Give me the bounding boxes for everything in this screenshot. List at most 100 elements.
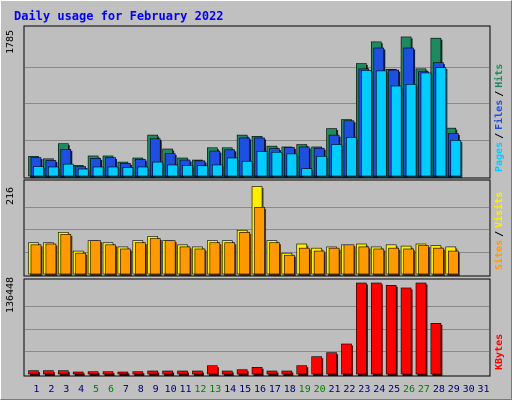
top_panel-bar-pages [361, 70, 372, 177]
middle_panel-bar-sites [149, 238, 161, 275]
middle_panel-axis-label-part: / [494, 231, 505, 237]
bottom_panel-bar-shadow [89, 373, 100, 376]
top_panel-bar-pages [316, 156, 327, 177]
middle_panel-bar-sites [90, 240, 101, 275]
bottom_panel-bar-kbytes [207, 365, 218, 375]
bottom_panel-bar-kbytes [326, 352, 337, 375]
bottom_panel-bar-kbytes [117, 371, 129, 375]
bottom_panel-bar-kbytes [236, 369, 248, 375]
middle_panel-bar-sites [358, 246, 370, 275]
bottom_panel-bar-shadow [104, 373, 115, 376]
top_panel-bar-pages [346, 137, 357, 177]
middle_panel-bar-sites [75, 252, 87, 275]
top_panel-bar-pages [197, 165, 208, 177]
top_panel-bar-pages [152, 161, 164, 177]
bottom_panel-bar-kbytes [251, 367, 263, 375]
top_panel-bar-pages [137, 166, 149, 177]
top_panel-bar-pages [182, 165, 193, 177]
top_panel-bar-pages [405, 84, 417, 177]
x-axis-day-label: 13 [209, 384, 221, 395]
middle_panel-bar-sites [30, 244, 42, 275]
middle_panel-bar-sites [224, 242, 236, 275]
middle_panel-bar-sites [313, 250, 325, 275]
middle_panel-bar-sites [447, 250, 459, 275]
middle_panel-bar-sites [45, 243, 57, 275]
middle_panel-bar-sites [135, 242, 146, 275]
middle_panel-bar-sites [388, 247, 399, 275]
top_panel-bar-pages [241, 160, 253, 177]
bottom_panel-bar-kbytes [192, 370, 203, 375]
middle_panel-bar-sites [179, 246, 191, 275]
x-axis-day-label: 22 [343, 384, 355, 395]
bottom_panel-bar-shadow [119, 373, 130, 376]
top_panel-bar-pages [63, 163, 74, 177]
x-axis-day-label: 28 [433, 384, 445, 395]
bottom_panel-bar-kbytes [430, 323, 442, 375]
middle_panel-bar-sites [60, 234, 72, 275]
middle_panel-bar-sites [328, 247, 340, 275]
bottom_panel-bar-kbytes [72, 371, 84, 375]
x-axis-day-label: 25 [388, 384, 400, 395]
top_panel-bar-pages [450, 140, 462, 177]
top_panel-bar-pages [286, 153, 298, 177]
x-axis-day-label: 12 [194, 384, 206, 395]
top_panel-bar-pages [226, 157, 238, 177]
x-axis-day-label: 9 [153, 384, 159, 395]
bottom_panel-bar-kbytes [177, 370, 188, 375]
middle_panel-bar-sites [433, 247, 444, 275]
x-axis-day-label: 6 [108, 384, 114, 395]
bottom_panel-bar-kbytes [370, 282, 382, 375]
x-axis-day-label: 16 [254, 384, 266, 395]
x-axis-day-label: 20 [314, 384, 326, 395]
top_panel-bar-pages [375, 70, 387, 177]
bottom_panel-bar-kbytes [162, 370, 173, 375]
x-axis-day-label: 3 [63, 384, 69, 395]
top_panel-bar-pages [33, 166, 44, 177]
bottom_panel-bar-kbytes [147, 370, 159, 375]
x-axis-day-label: 31 [478, 384, 490, 395]
middle_panel-axis-label-part: Sites [493, 240, 505, 270]
x-axis-day-label: 4 [78, 384, 84, 395]
x-axis-day-label: 17 [269, 384, 281, 395]
bottom_panel-bar-kbytes [311, 356, 322, 375]
middle_panel-bar-sites [343, 244, 355, 275]
bottom_panel-bar-kbytes [87, 371, 99, 375]
x-axis-day-label: 14 [224, 384, 236, 395]
middle_panel-bar-sites [209, 242, 221, 275]
x-axis-day-label: 29 [448, 384, 460, 395]
bottom_panel-bar-kbytes [415, 282, 427, 375]
middle_panel-bar-sites [254, 207, 265, 275]
x-axis-day-label: 27 [418, 384, 430, 395]
bottom_panel-bar-kbytes [296, 365, 308, 375]
x-axis-day-label: 19 [299, 384, 311, 395]
bottom_panel-bar-kbytes [102, 371, 114, 375]
middle_panel-axis-label-part: Visits [493, 192, 505, 228]
bottom_panel-bar-kbytes [43, 370, 54, 375]
x-axis-day-label: 26 [403, 384, 415, 395]
bottom_panel-bar-kbytes [341, 343, 352, 375]
x-axis-day-label: 1 [33, 384, 39, 395]
bottom_panel-bar-kbytes [221, 370, 233, 375]
bottom_panel-bar-kbytes [28, 370, 39, 375]
middle_panel-bar-sites [239, 232, 250, 275]
x-axis-day-label: 5 [93, 384, 99, 395]
top_panel-bar-pages [122, 167, 134, 177]
top_panel-bar-pages [167, 164, 178, 177]
top_panel-bar-pages [435, 67, 447, 177]
middle_panel-bar-sites [194, 248, 206, 275]
x-axis-day-label: 18 [284, 384, 296, 395]
x-axis-day-label: 24 [373, 384, 385, 395]
x-axis-day-label: 8 [138, 384, 144, 395]
middle_panel-bar-sites [164, 240, 176, 275]
top_panel-axis-label-part: Hits [493, 64, 505, 88]
top_panel-axis-label-part: Files [493, 100, 505, 130]
middle_panel-bar-sites [284, 254, 295, 275]
bottom_panel-axis-label-part: KBytes [494, 334, 505, 370]
top_panel-bar-pages [212, 164, 223, 177]
bottom_panel-ymax-label: 136448 [5, 277, 16, 313]
middle_panel-bar-sites [373, 248, 385, 275]
x-axis-day-label: 30 [463, 384, 475, 395]
top_panel-ymax-label: 1785 [5, 30, 16, 54]
